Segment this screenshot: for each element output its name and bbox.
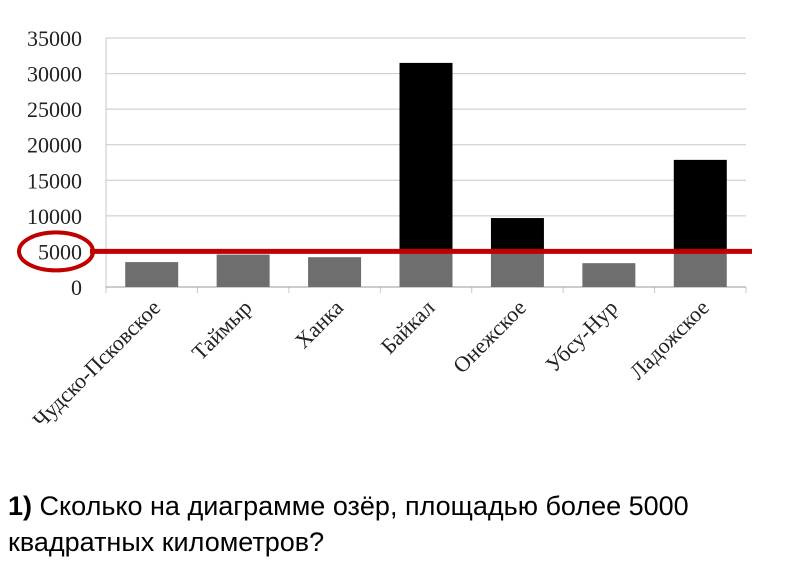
x-category-label: Таймыр bbox=[187, 295, 257, 365]
y-tick-label: 15000 bbox=[27, 168, 82, 193]
x-category-label: Ханка bbox=[290, 295, 349, 354]
bar bbox=[216, 254, 270, 287]
y-tick-label: 25000 bbox=[27, 97, 82, 122]
x-category-label: Убсу-Нур bbox=[540, 295, 622, 377]
y-tick-label: 10000 bbox=[27, 204, 82, 229]
bar-segment-above-threshold bbox=[399, 62, 453, 252]
y-tick-label: 20000 bbox=[27, 133, 82, 158]
y-tick-label: 0 bbox=[71, 275, 82, 300]
bar-segment-above-threshold bbox=[673, 159, 727, 252]
x-axis-category-labels: Чудско-Псковское Таймыр Ханка Байкал Онежско… bbox=[28, 295, 714, 433]
bar-segment-below-threshold bbox=[673, 251, 727, 287]
question-body: Сколько на диаграмме озёр, площадью боле… bbox=[8, 491, 689, 557]
threshold-highlight-circle bbox=[17, 230, 95, 273]
question-text: 1) Сколько на диаграмме озёр, площадью б… bbox=[8, 488, 783, 560]
y-axis-tick-labels: 0 5000 10000 15000 20000 25000 30000 35000 bbox=[27, 26, 82, 300]
bar bbox=[582, 263, 636, 287]
bar-segment-above-threshold bbox=[490, 218, 544, 252]
y-tick-label: 30000 bbox=[27, 62, 82, 87]
x-category-label: Байкал bbox=[376, 295, 440, 359]
x-category-label: Чудско-Псковское bbox=[28, 295, 166, 433]
y-tick-label: 35000 bbox=[27, 26, 82, 51]
x-category-label: Онежское bbox=[448, 295, 531, 378]
y-tick-label: 5000 bbox=[38, 239, 82, 264]
bars bbox=[125, 62, 727, 287]
lake-area-bar-chart: 0 5000 10000 15000 20000 25000 30000 35000 Чудс… bbox=[17, 26, 752, 433]
x-category-label: Ладожское bbox=[624, 295, 713, 384]
bar bbox=[308, 257, 362, 287]
bar-segment-below-threshold bbox=[399, 251, 453, 287]
bar bbox=[125, 262, 179, 287]
question-number: 1) bbox=[8, 491, 33, 521]
bar-segment-below-threshold bbox=[490, 251, 544, 287]
